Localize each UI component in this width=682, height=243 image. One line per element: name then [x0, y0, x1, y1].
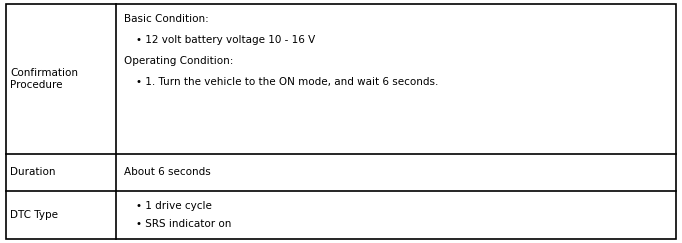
Text: DTC Type: DTC Type [10, 210, 58, 220]
Text: • 1. Turn the vehicle to the ON mode, and wait 6 seconds.: • 1. Turn the vehicle to the ON mode, an… [136, 77, 439, 87]
Text: • 12 volt battery voltage 10 - 16 V: • 12 volt battery voltage 10 - 16 V [136, 35, 315, 45]
Text: Duration: Duration [10, 167, 55, 177]
Text: Operating Condition:: Operating Condition: [124, 56, 233, 66]
Text: About 6 seconds: About 6 seconds [124, 167, 211, 177]
Text: Basic Condition:: Basic Condition: [124, 14, 209, 24]
Text: Confirmation
Procedure: Confirmation Procedure [10, 68, 78, 90]
Text: • SRS indicator on: • SRS indicator on [136, 219, 231, 229]
Text: • 1 drive cycle: • 1 drive cycle [136, 201, 212, 211]
